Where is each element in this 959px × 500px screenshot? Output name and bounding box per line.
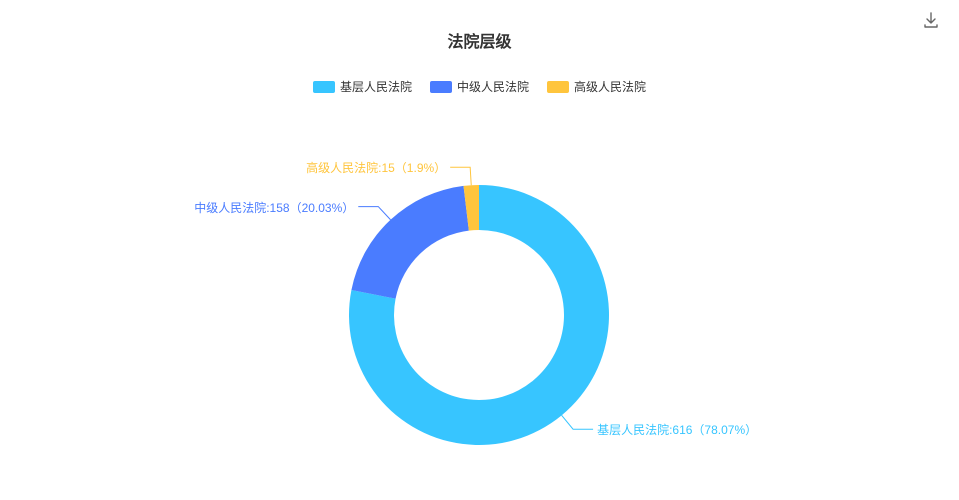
donut-slice[interactable] <box>351 186 468 299</box>
leader-line <box>562 415 593 429</box>
slice-label: 中级人民法院:158（20.03%） <box>194 199 354 216</box>
slice-label: 高级人民法院:15（1.9%） <box>306 159 446 176</box>
slice-label: 基层人民法院:616（78.07%） <box>597 421 757 438</box>
leader-line <box>450 167 471 185</box>
donut-chart <box>0 0 959 500</box>
leader-line <box>358 207 390 220</box>
